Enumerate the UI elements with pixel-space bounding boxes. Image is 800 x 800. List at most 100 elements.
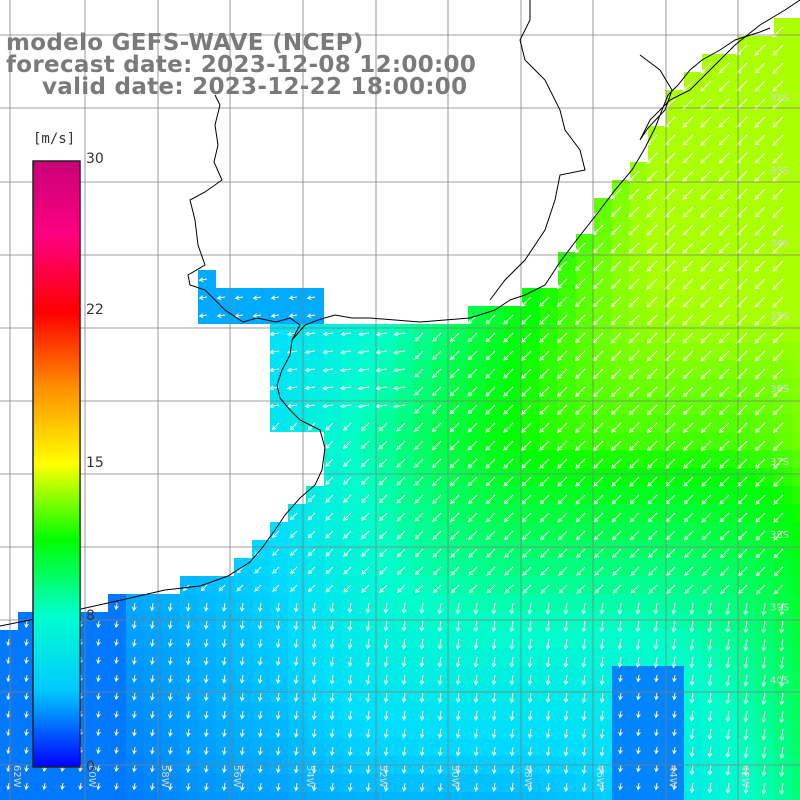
wind-arrow <box>150 782 155 791</box>
wind-arrow <box>360 512 370 522</box>
wind-arrow <box>779 728 784 742</box>
wind-arrow <box>467 386 478 397</box>
wind-arrow <box>473 638 479 651</box>
wind-arrow <box>779 620 784 634</box>
wind-arrow <box>455 674 461 686</box>
wind-arrow <box>258 782 263 792</box>
wind-arrow <box>473 782 479 792</box>
wind-arrow <box>610 278 622 290</box>
wind-arrow <box>401 782 407 792</box>
wind-arrow <box>491 710 497 722</box>
wind-arrow <box>289 422 298 431</box>
wind-arrow <box>574 350 586 362</box>
wind-arrow <box>222 764 227 774</box>
wind-arrow <box>254 566 262 574</box>
wind-arrow <box>234 313 244 318</box>
wind-arrow <box>682 314 694 326</box>
wind-speed-cell <box>378 792 396 800</box>
wind-arrow <box>682 368 694 380</box>
wind-arrow <box>509 656 515 668</box>
wind-arrow <box>654 746 659 755</box>
wind-arrow <box>754 134 766 146</box>
wind-arrow <box>503 512 514 523</box>
wind-arrow <box>365 638 371 650</box>
wind-arrow <box>773 548 784 559</box>
wind-arrow <box>293 638 299 649</box>
wind-arrow <box>257 620 263 631</box>
wind-arrow <box>612 566 622 576</box>
wind-arrow <box>360 476 370 486</box>
wind-arrow <box>485 476 496 487</box>
wind-arrow <box>772 404 784 416</box>
wind-arrow <box>527 728 533 739</box>
wind-arrow <box>401 692 407 704</box>
wind-arrow <box>527 638 533 651</box>
wind-arrow <box>527 746 533 757</box>
wind-arrow <box>743 728 749 741</box>
wind-arrow <box>718 422 730 434</box>
wind-arrow <box>635 602 641 615</box>
wind-arrow <box>743 638 749 652</box>
coastline-border-east <box>489 0 586 301</box>
wind-arrow <box>78 764 83 773</box>
wind-arrow <box>339 367 352 373</box>
wind-speed-cell <box>792 180 800 198</box>
wind-arrow <box>618 746 623 755</box>
wind-arrow <box>275 620 281 631</box>
wind-arrow <box>527 782 533 793</box>
wind-arrow <box>272 566 280 574</box>
wind-arrow <box>754 404 766 416</box>
lat-label: 36S <box>770 384 789 395</box>
wind-arrow <box>473 620 479 633</box>
wind-arrow <box>772 296 784 308</box>
wind-arrow <box>150 710 155 719</box>
wind-speed-cell <box>792 468 800 486</box>
wind-arrow <box>275 674 281 685</box>
wind-arrow <box>198 313 208 318</box>
wind-arrow <box>772 188 784 200</box>
wind-arrow <box>682 404 694 416</box>
wind-arrow <box>329 710 335 721</box>
wind-arrow <box>772 80 784 92</box>
wind-arrow <box>779 746 785 760</box>
wind-arrow <box>401 638 407 650</box>
wind-arrow <box>720 584 730 594</box>
wind-arrow <box>383 656 389 668</box>
wind-arrow <box>646 314 658 326</box>
wind-arrow <box>610 224 622 236</box>
wind-arrow <box>325 458 334 467</box>
wind-arrow <box>186 638 191 648</box>
wind-arrow <box>628 368 640 380</box>
wind-arrow <box>754 350 766 362</box>
wind-arrow <box>342 422 352 432</box>
wind-arrow <box>198 277 208 282</box>
wind-arrow <box>629 548 640 559</box>
wind-arrow <box>725 710 731 723</box>
wind-arrow <box>754 62 766 74</box>
wind-arrow <box>743 674 749 687</box>
wind-arrow <box>772 314 784 326</box>
wind-arrow <box>486 566 496 576</box>
wind-arrow <box>654 674 659 683</box>
wind-arrow <box>294 764 299 774</box>
wind-arrow <box>754 314 766 326</box>
wind-arrow <box>718 152 730 164</box>
wind-arrow <box>509 764 515 775</box>
wind-arrow <box>773 566 784 577</box>
wind-arrow <box>60 782 65 791</box>
wind-arrow <box>322 349 334 355</box>
wind-arrow <box>396 476 406 486</box>
wind-arrow <box>647 476 658 487</box>
wind-arrow <box>396 458 406 468</box>
lon-label: 62W <box>11 765 22 788</box>
wind-arrow <box>419 764 425 775</box>
wind-arrow <box>396 530 406 540</box>
wind-arrow <box>539 476 550 487</box>
wind-arrow <box>545 692 551 704</box>
wind-arrow <box>779 656 784 670</box>
wind-arrow <box>503 368 514 379</box>
wind-arrow <box>150 674 155 684</box>
wind-arrow <box>563 638 569 651</box>
wind-arrow <box>629 512 640 523</box>
